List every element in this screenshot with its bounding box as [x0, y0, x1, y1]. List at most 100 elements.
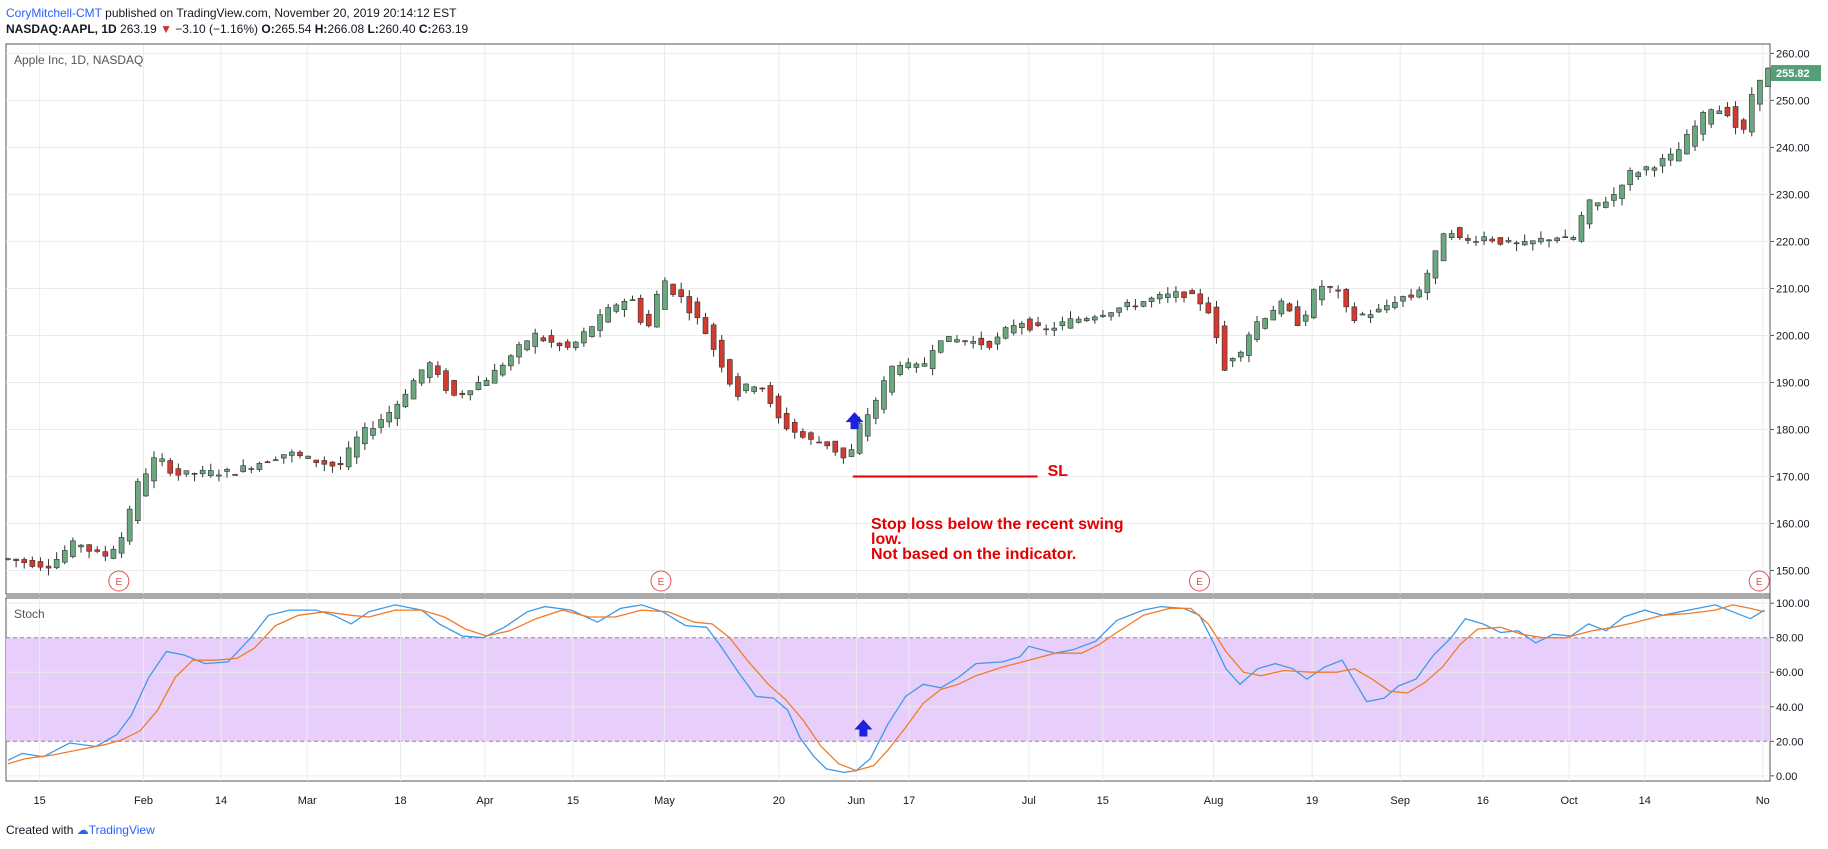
candle-body: [1594, 202, 1601, 207]
time-axis[interactable]: 15 Feb 14 Mar 18 Apr 15 May 20 Jun 17 Jul 15 Aug 19 Sep…: [34, 795, 1770, 807]
candle-body: [532, 332, 538, 347]
publish-info: CoryMitchell-CMT published on TradingVie…: [6, 6, 456, 20]
stoch-tick-label: 80.00: [1776, 633, 1804, 645]
candle-body: [1221, 325, 1228, 371]
candle-body: [824, 441, 830, 447]
candle-body: [207, 470, 214, 477]
candle-body: [248, 468, 255, 470]
candle-body: [1757, 79, 1763, 105]
price-tick-label: 210.00: [1776, 283, 1810, 295]
annotations: SL Stop loss below the recent swinglow.No…: [845, 412, 1123, 737]
candle-body: [1465, 238, 1471, 241]
candle-body: [1002, 327, 1009, 339]
stoch-tick-label: 40.00: [1776, 702, 1804, 714]
candle-body: [1294, 306, 1301, 326]
candle-body: [735, 376, 741, 397]
candle-body: [1027, 318, 1033, 331]
close-value: 263.19: [431, 22, 469, 36]
candle-body: [1140, 301, 1147, 307]
candle-body: [1570, 237, 1577, 240]
author-link[interactable]: CoryMitchell-CMT: [6, 6, 102, 20]
candle-body: [345, 447, 352, 468]
stop-loss-label: SL: [1048, 463, 1069, 480]
candle-body: [353, 436, 360, 458]
candle-body: [1246, 334, 1252, 356]
candle-body: [1229, 358, 1236, 362]
price-axis[interactable]: 150.00 160.00 170.00 180.00 190.00 200.00 210.…: [1770, 48, 1821, 577]
candle-body: [289, 451, 295, 456]
footer-prefix: Created with: [6, 823, 74, 837]
stoch-buy-arrow-icon: [854, 719, 873, 737]
candle-body: [1546, 239, 1552, 242]
candle-body: [337, 463, 344, 466]
candle-body: [118, 537, 125, 554]
candle-body: [5, 558, 11, 560]
candle-body: [727, 359, 733, 385]
candle-body: [540, 337, 547, 342]
candle-body: [889, 365, 895, 393]
candle-body: [1375, 308, 1382, 313]
stoch-axis[interactable]: 0.00 20.00 40.00 60.00 80.00 100.00: [1770, 598, 1810, 783]
candle-body: [524, 340, 530, 351]
candle-body: [1359, 313, 1366, 316]
time-tick-label: 19: [1306, 795, 1318, 807]
candle-body: [848, 449, 855, 457]
candle-body: [151, 457, 157, 482]
candle-body: [1165, 293, 1171, 298]
candle-body: [199, 469, 206, 475]
price-tick-label: 200.00: [1776, 330, 1810, 342]
candle-body: [1197, 293, 1204, 305]
time-tick-label: 14: [215, 795, 227, 807]
candle-body: [272, 459, 279, 461]
candle-body: [1238, 351, 1244, 358]
candle-body: [1400, 296, 1406, 302]
candle-body: [191, 472, 198, 475]
candle-body: [1765, 67, 1771, 88]
candle-body: [499, 364, 506, 376]
stoch-tick-label: 0.00: [1776, 771, 1797, 783]
time-tick-label: Jun: [847, 795, 865, 807]
candle-body: [1351, 306, 1358, 321]
candle-body: [1262, 318, 1268, 329]
candle-body: [1489, 238, 1496, 242]
candle-body: [394, 403, 401, 419]
earnings-marker: [1748, 570, 1770, 592]
candle-body: [702, 317, 709, 335]
candle-body: [1173, 291, 1179, 298]
candle-body: [929, 350, 936, 370]
candle-body: [410, 380, 417, 400]
candle-body: [1716, 110, 1723, 115]
candle-body: [840, 447, 847, 459]
candle-body: [435, 365, 441, 375]
candle-body: [1189, 290, 1195, 295]
candle-body: [102, 551, 109, 557]
tradingview-logo-icon[interactable]: ☁: [76, 823, 89, 837]
publish-text: published on TradingView.com, November 2…: [105, 6, 457, 20]
candle-body: [897, 365, 903, 375]
candle-body: [475, 382, 482, 390]
candle-body: [881, 380, 887, 410]
candle-body: [386, 412, 392, 423]
time-tick-label: No: [1756, 795, 1770, 807]
time-tick-label: Aug: [1204, 795, 1224, 807]
candle-body: [1132, 305, 1139, 308]
candle-body: [1254, 321, 1260, 340]
candle-body: [321, 460, 328, 465]
candle-body: [1327, 286, 1333, 288]
symbol-label: NASDAQ:AAPL, 1D: [6, 22, 117, 36]
candle-body: [921, 363, 928, 367]
candle-body: [743, 383, 749, 392]
stop-loss-note-line: Stop loss below the recent swing: [871, 516, 1123, 533]
time-tick-label: 16: [1477, 795, 1489, 807]
candle-body: [572, 341, 579, 349]
price-tick-label: 250.00: [1776, 95, 1810, 107]
candle-body: [637, 297, 644, 323]
candle-body: [216, 474, 222, 477]
candle-body: [791, 421, 798, 433]
stoch-line-stochK: [7, 604, 1765, 774]
price-change: −3.10 (−1.16%): [175, 22, 259, 36]
candle-body: [45, 565, 52, 569]
candle-body: [1602, 201, 1609, 208]
footer-brand[interactable]: TradingView: [88, 823, 155, 837]
